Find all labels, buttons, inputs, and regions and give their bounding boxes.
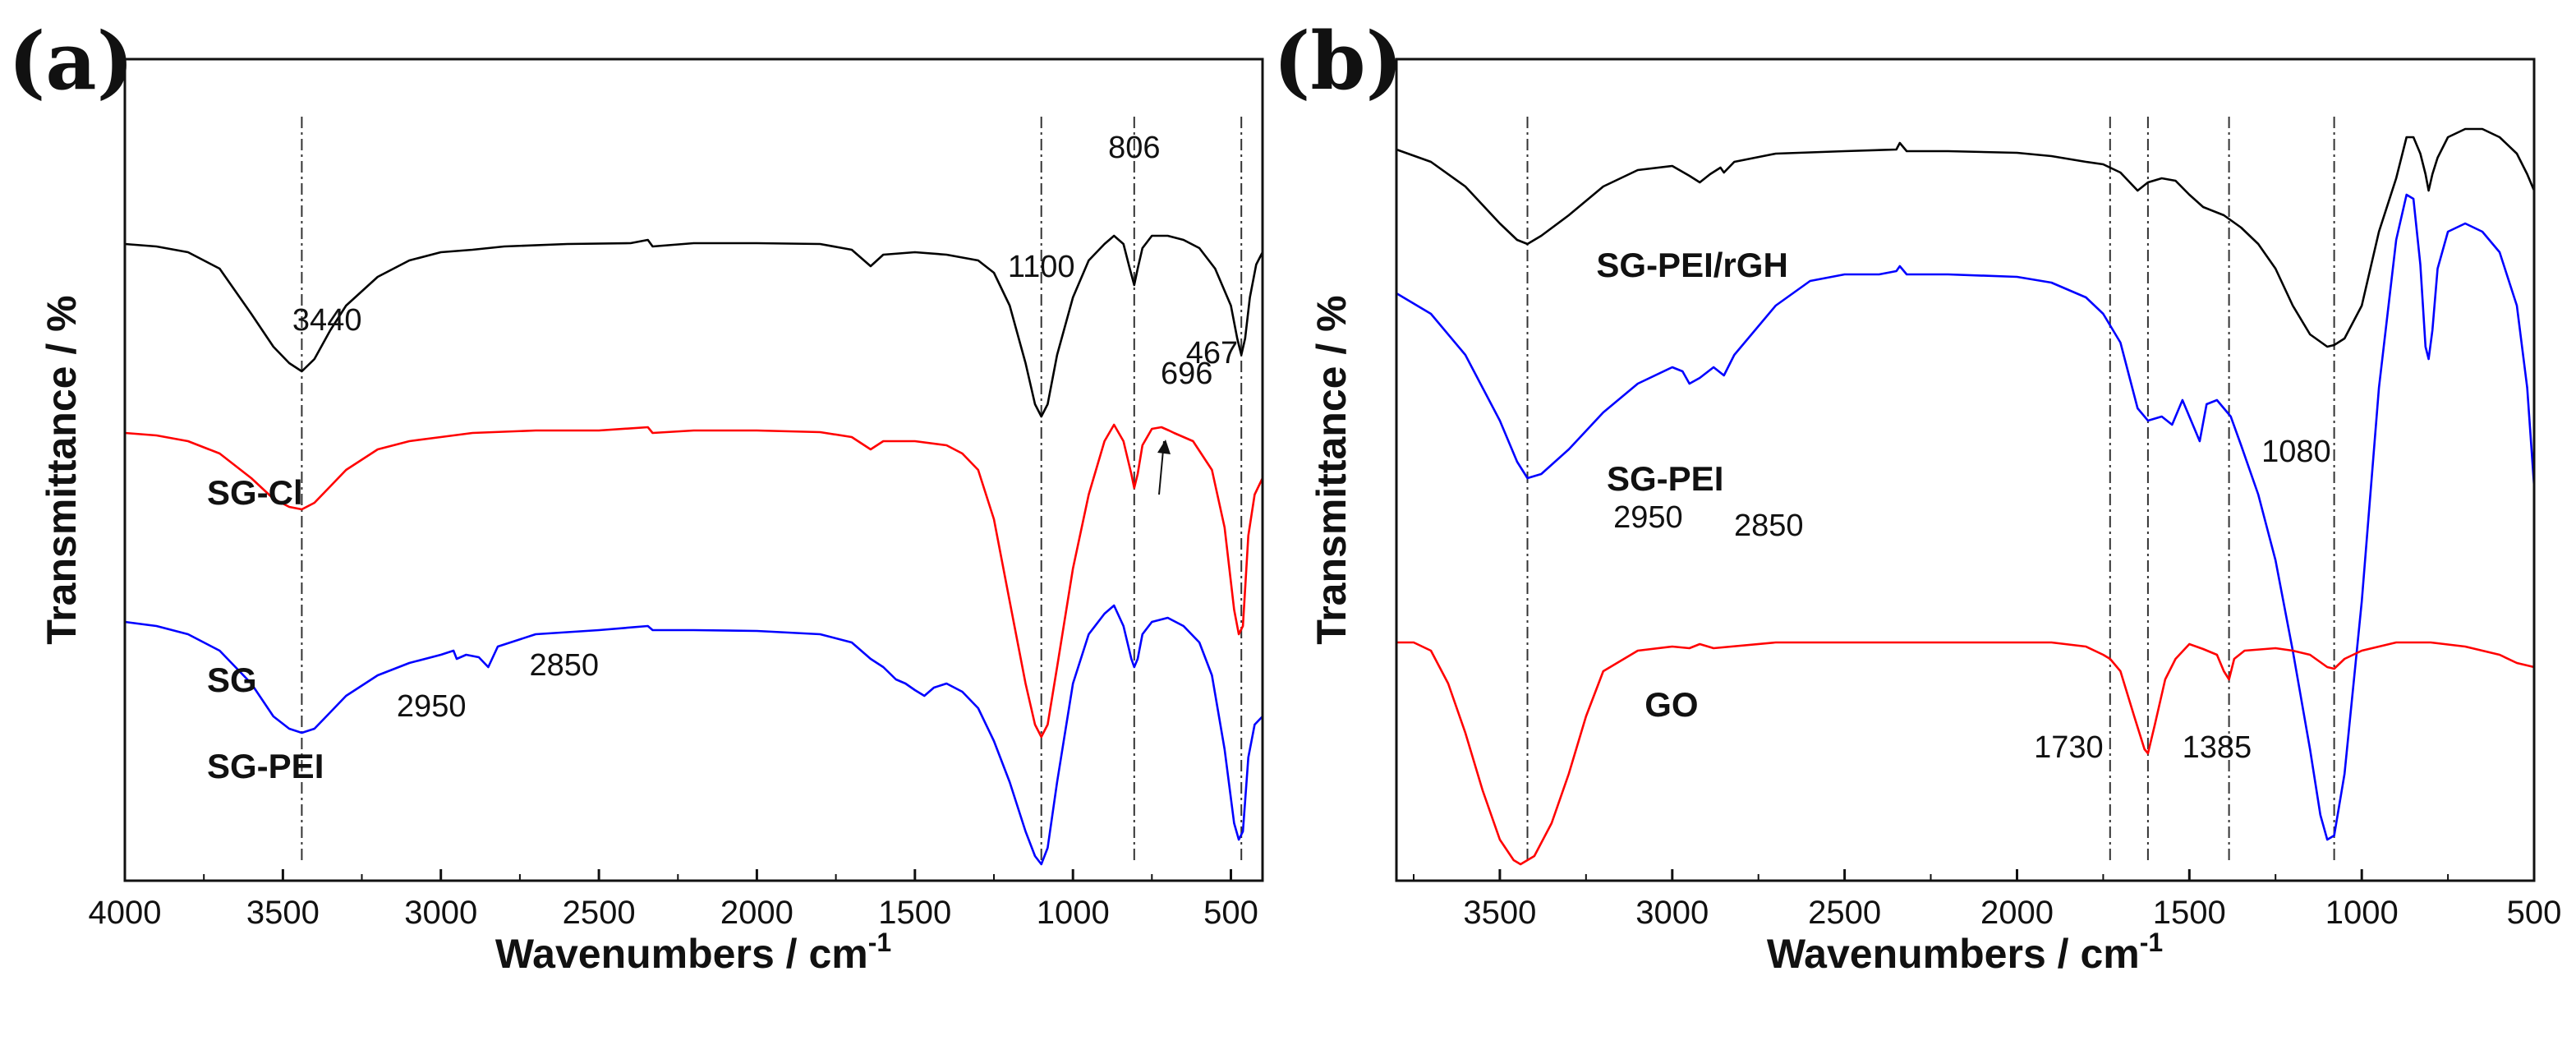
panel-a-peak-label-3440: 3440 bbox=[292, 303, 362, 338]
panel-a-letter: (a) bbox=[8, 15, 134, 108]
panel-b-frame bbox=[1395, 58, 2536, 882]
panel-a-series-sg-pei bbox=[124, 604, 1263, 866]
panel-a-x-axis-title: Wavenumbers / cm-1 bbox=[495, 928, 891, 977]
panel-a-series-sg-cl bbox=[124, 423, 1264, 739]
panel-b-series-sg-pei-rgh bbox=[1396, 127, 2536, 348]
panel-b-letter: (b) bbox=[1273, 15, 1403, 108]
panel-b-x-axis-title: Wavenumbers / cm-1 bbox=[1767, 928, 2163, 977]
panel-a-series-label-sg-pei: SG-PEI bbox=[207, 747, 324, 785]
panel-a-arrow-696-head bbox=[1157, 440, 1171, 454]
panel-b-peak-label-2850: 2850 bbox=[1734, 509, 1804, 543]
panel-a-series-label-sg-cl: SG-Cl bbox=[207, 473, 303, 512]
panel-a-frame bbox=[123, 58, 1264, 882]
panel-a-x-tick-label-1000: 1000 bbox=[1037, 895, 1110, 931]
panel-a-peak-label-806: 806 bbox=[1108, 131, 1160, 165]
panel-a-ticks: 4000 3500 3000 2500 2000 1500 1000 500 bbox=[89, 869, 1258, 931]
panel-a: (a) 4000 3500 3000 2500 2000 1500 1000 500 SGSG… bbox=[8, 15, 1264, 977]
panel-a-y-axis-title: Transmittance / % bbox=[39, 295, 85, 644]
panel-b-series-sg-pei bbox=[1396, 193, 2536, 841]
panel-a-series bbox=[124, 234, 1264, 866]
panel-a-x-tick-label-2500: 2500 bbox=[563, 895, 636, 931]
panel-b-peak-label-1385: 1385 bbox=[2183, 730, 2252, 765]
panel-b-y-axis-title: Transmittance / % bbox=[1309, 295, 1355, 644]
panel-b-series-label-go: GO bbox=[1644, 685, 1698, 724]
panel-b-peak-label-1730: 1730 bbox=[2034, 730, 2104, 765]
panel-a-peak-label-1100: 1100 bbox=[1008, 250, 1075, 284]
panel-a-x-tick-label-4000: 4000 bbox=[89, 895, 162, 931]
panel-a-peak-label-2950: 2950 bbox=[397, 689, 467, 724]
panel-b-ticks: 3500 3000 2500 2000 1500 1000 500 bbox=[1413, 869, 2562, 931]
panel-b-x-tick-label-1000: 1000 bbox=[2325, 895, 2399, 931]
panel-a-series-sg bbox=[124, 234, 1264, 418]
panel-b-x-tick-label-2000: 2000 bbox=[1980, 895, 2054, 931]
panel-b-x-tick-label-3500: 3500 bbox=[1463, 895, 1536, 931]
panel-a-peak-label-467: 467 bbox=[1186, 336, 1238, 371]
panel-b-peak-label-1080: 1080 bbox=[2261, 435, 2331, 469]
panel-b-x-tick-label-2500: 2500 bbox=[1808, 895, 1881, 931]
panel-b-peaks: 1080 2950 2850 1730 1385 bbox=[1613, 435, 2331, 765]
panel-a-guides bbox=[301, 117, 1243, 864]
panel-b-x-tick-label-1500: 1500 bbox=[2153, 895, 2226, 931]
panel-b-series-label-sg-pei: SG-PEI bbox=[1607, 459, 1723, 498]
panel-b-x-tick-label-500: 500 bbox=[2507, 895, 2562, 931]
panel-a-series-label-sg: SG bbox=[207, 661, 257, 699]
panel-b-series-label-sg-pei-rgh: SG-PEI/rGH bbox=[1596, 246, 1787, 284]
panel-b-labels: SG-PEI/rGH SG-PEI GO bbox=[1596, 246, 1787, 724]
panel-a-x-tick-label-500: 500 bbox=[1203, 895, 1258, 931]
panel-b-series-go bbox=[1396, 641, 2535, 866]
panel-a-labels: SG SG-Cl SG-PEI bbox=[207, 473, 324, 785]
panel-a-x-tick-label-3000: 3000 bbox=[404, 895, 477, 931]
panel-a-x-tick-label-1500: 1500 bbox=[878, 895, 951, 931]
panel-b-x-tick-label-3000: 3000 bbox=[1635, 895, 1709, 931]
panel-a-x-tick-label-3500: 3500 bbox=[246, 895, 320, 931]
panel-b-series bbox=[1396, 127, 2536, 866]
panel-b: (b) 3500 3000 2500 2000 1500 1000 500 SG-PEI/r… bbox=[1273, 15, 2561, 977]
panel-b-peak-label-2950: 2950 bbox=[1613, 500, 1683, 535]
panel-a-peak-label-2850: 2850 bbox=[530, 648, 600, 683]
panel-a-x-tick-label-2000: 2000 bbox=[720, 895, 794, 931]
panel-b-guides bbox=[1526, 117, 2335, 864]
panel-a-peak-label-696: 696 bbox=[1161, 357, 1212, 391]
